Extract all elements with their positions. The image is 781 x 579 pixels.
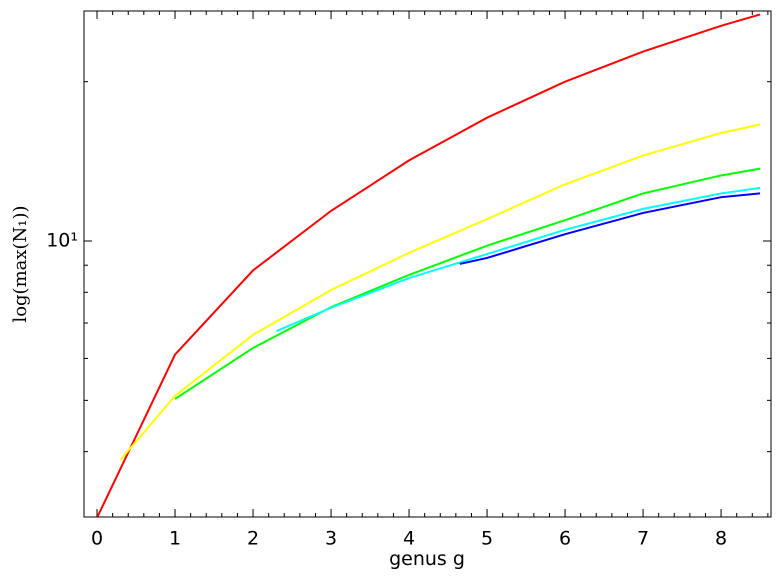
x-tick-label: 0 [91,528,103,550]
x-tick-label: 7 [637,528,649,550]
x-tick-label: 4 [403,528,415,550]
x-tick-label: 5 [481,528,493,550]
x-tick-label: 2 [247,528,259,550]
series-line [96,13,761,517]
series-line [459,192,761,265]
series-line [119,123,761,461]
series-line [174,167,761,400]
y-axis-label: log(max(N₁)) [10,205,31,322]
x-tick-label: 6 [559,528,571,550]
x-axis-label: genus g [389,548,465,570]
x-tick-label: 8 [715,528,727,550]
plot-frame [83,10,772,518]
y-tick-label: 10¹ [46,230,78,252]
x-tick-label: 1 [169,528,181,550]
x-tick-label: 3 [325,528,337,550]
series-line [276,186,761,332]
